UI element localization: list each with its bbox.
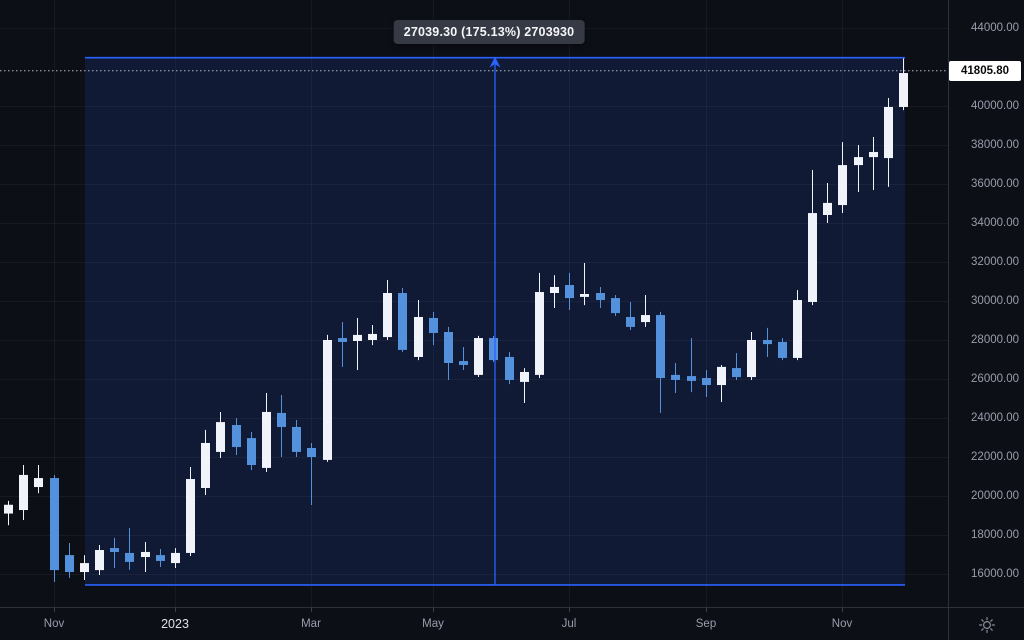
candle [414, 300, 423, 361]
candle [368, 324, 377, 346]
price-axis-label: 26000.00 [971, 373, 1019, 385]
measure-range-overlay [85, 56, 905, 586]
time-axis-tick [706, 608, 707, 612]
price-axis-label: 32000.00 [971, 256, 1019, 268]
candle [671, 363, 680, 394]
theme-toggle-button[interactable] [948, 607, 1024, 640]
candle [732, 353, 741, 380]
candle [596, 286, 605, 309]
candle [232, 418, 241, 456]
candle [854, 145, 863, 192]
candle [65, 542, 74, 578]
price-axis-label: 44000.00 [971, 22, 1019, 34]
candle [353, 317, 362, 371]
price-axis[interactable]: 44000.00 40000.00 38000.00 36000.00 34000.00… [948, 0, 1024, 607]
candle [156, 549, 165, 567]
price-axis-label: 34000.00 [971, 217, 1019, 229]
candle [580, 262, 589, 306]
sun-icon [979, 616, 995, 633]
candlestick-chart[interactable] [0, 0, 948, 607]
current-price-label: 41805.80 [949, 60, 1021, 81]
candle [338, 322, 347, 367]
candle [717, 364, 726, 403]
candle [520, 368, 529, 403]
candle [808, 169, 817, 306]
candle [489, 335, 498, 363]
candle [702, 370, 711, 397]
candle [793, 290, 802, 361]
candle [125, 527, 134, 570]
candle [838, 142, 847, 214]
candle [307, 442, 316, 505]
price-axis-label: 22000.00 [971, 451, 1019, 463]
price-axis-label: 40000.00 [971, 100, 1019, 112]
time-axis-label: Jul [561, 618, 577, 630]
candle [823, 183, 832, 223]
candle [474, 335, 483, 378]
candle [95, 544, 104, 575]
candle [19, 464, 28, 520]
candle [141, 542, 150, 573]
candle [687, 338, 696, 393]
candle [611, 294, 620, 317]
candle [80, 555, 89, 581]
candle [262, 393, 271, 473]
candle [884, 98, 893, 187]
price-axis-label: 24000.00 [971, 412, 1019, 424]
candle [778, 338, 787, 361]
candles [4, 57, 908, 582]
candle [186, 466, 195, 557]
candle [869, 137, 878, 191]
candle [747, 332, 756, 380]
measure-tooltip: 27039.30 (175.13%) 2703930 [393, 20, 585, 44]
candle [626, 301, 635, 331]
price-axis-label: 18000.00 [971, 529, 1019, 541]
candle [110, 537, 119, 568]
time-axis-label: Sep [695, 618, 717, 630]
candle [216, 411, 225, 458]
candle [641, 294, 650, 327]
time-axis-label: Mar [301, 618, 321, 630]
candle [459, 347, 468, 371]
time-axis-label: Nov [831, 618, 853, 630]
time-axis-label: May [422, 618, 444, 630]
candle [50, 474, 59, 582]
candle [277, 394, 286, 457]
price-axis-label: 30000.00 [971, 295, 1019, 307]
candle [565, 272, 574, 310]
time-axis-tick [842, 608, 843, 612]
candle [34, 464, 43, 494]
candle [171, 548, 180, 568]
candle [323, 334, 332, 462]
candle [247, 432, 256, 471]
candle [505, 352, 514, 385]
price-axis-label: 28000.00 [971, 334, 1019, 346]
candle [429, 311, 438, 346]
candle [398, 287, 407, 353]
time-axis-tick [54, 608, 55, 612]
grid-lines [0, 0, 948, 607]
time-axis-tick [433, 608, 434, 612]
candle [656, 311, 665, 413]
candle [292, 419, 301, 457]
time-axis-tick [311, 608, 312, 612]
candle [899, 57, 908, 111]
price-axis-label: 36000.00 [971, 178, 1019, 190]
candle [535, 272, 544, 379]
time-axis-label: Nov [43, 618, 65, 630]
price-axis-label: 16000.00 [971, 568, 1019, 580]
candle [444, 326, 453, 380]
price-axis-label: 38000.00 [971, 139, 1019, 151]
candle [383, 279, 392, 340]
candle [201, 429, 210, 496]
time-axis-tick [175, 608, 176, 612]
time-axis-label: 2023 [161, 617, 189, 631]
time-axis[interactable]: Nov 2023 Mar May Jul Sep Nov [0, 607, 948, 640]
candle [4, 500, 13, 526]
candle [550, 275, 559, 309]
candle [763, 327, 772, 357]
time-axis-tick [569, 608, 570, 612]
price-axis-label: 20000.00 [971, 490, 1019, 502]
